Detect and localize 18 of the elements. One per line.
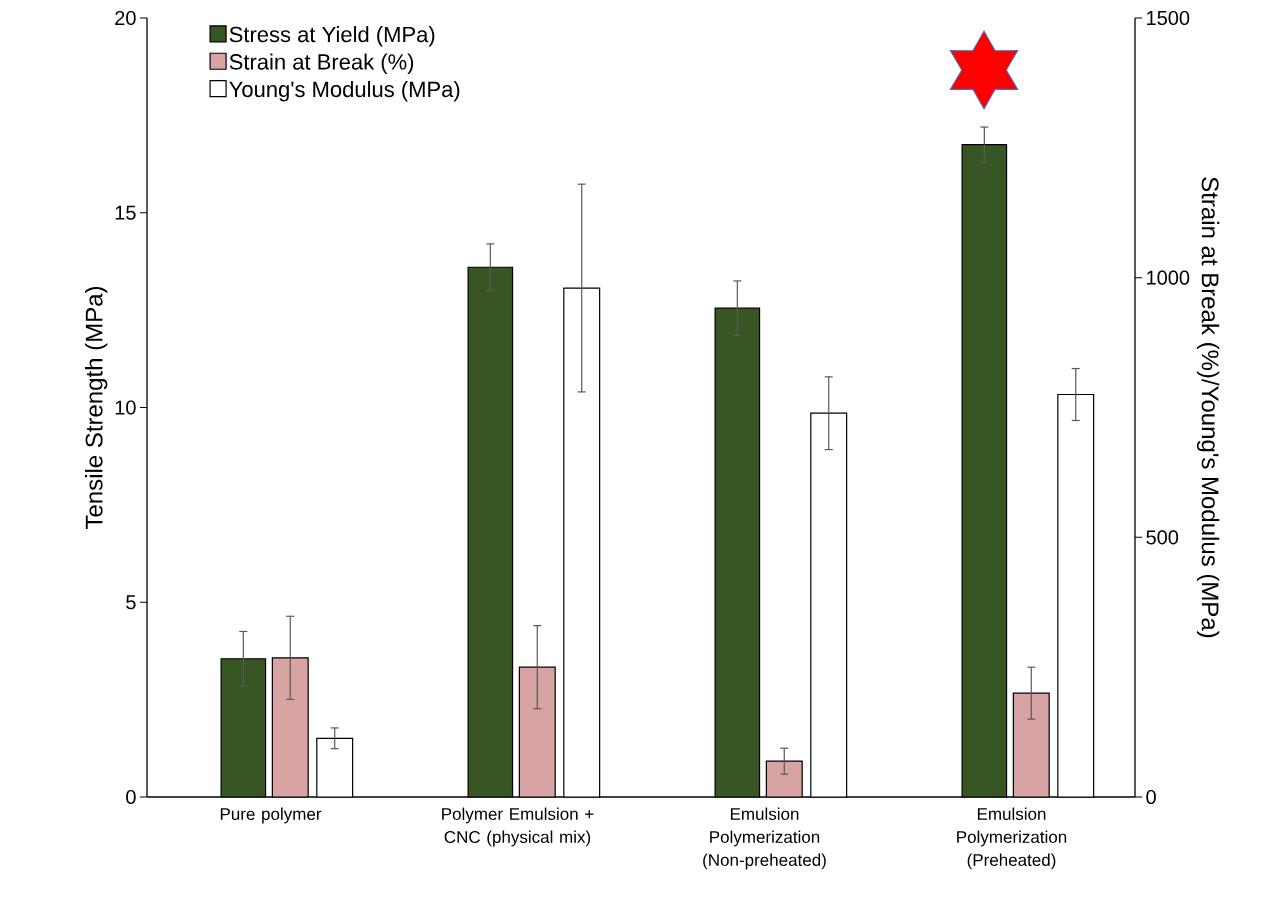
legend-label: Young's Modulus (MPa) — [229, 80, 460, 102]
y2-tick-label: 0 — [1146, 789, 1156, 805]
y2-tick-label: 1500 — [1147, 10, 1190, 26]
legend-label: Stress at Yield (MPa) — [229, 26, 435, 47]
x-tick-label: Emulsion Polymerization (Preheated) — [957, 807, 1067, 870]
y2-axis-title: Strain at Break (%)/Young's Modulus (MPa) — [1196, 177, 1220, 638]
y-tick-label: 15 — [115, 205, 136, 220]
y2-tick-label: 500 — [1146, 530, 1179, 545]
x-tick-label: Emulsion Polymerization (Non-preheated) — [703, 807, 826, 870]
x-tick-label: Polymer Emulsion + CNC (physical mix) — [442, 807, 594, 847]
y-tick-label: 5 — [126, 595, 136, 610]
y-axis-title: Tensile Strength (MPa) — [84, 286, 108, 530]
legend-label: Strain at Break (%) — [229, 53, 414, 75]
y-tick-label: 20 — [115, 10, 136, 26]
y-tick-label: 0 — [126, 789, 136, 805]
x-tick-label: Pure polymer — [220, 807, 322, 824]
y2-tick-label: 1000 — [1147, 270, 1190, 285]
y-tick-label: 10 — [115, 400, 136, 415]
